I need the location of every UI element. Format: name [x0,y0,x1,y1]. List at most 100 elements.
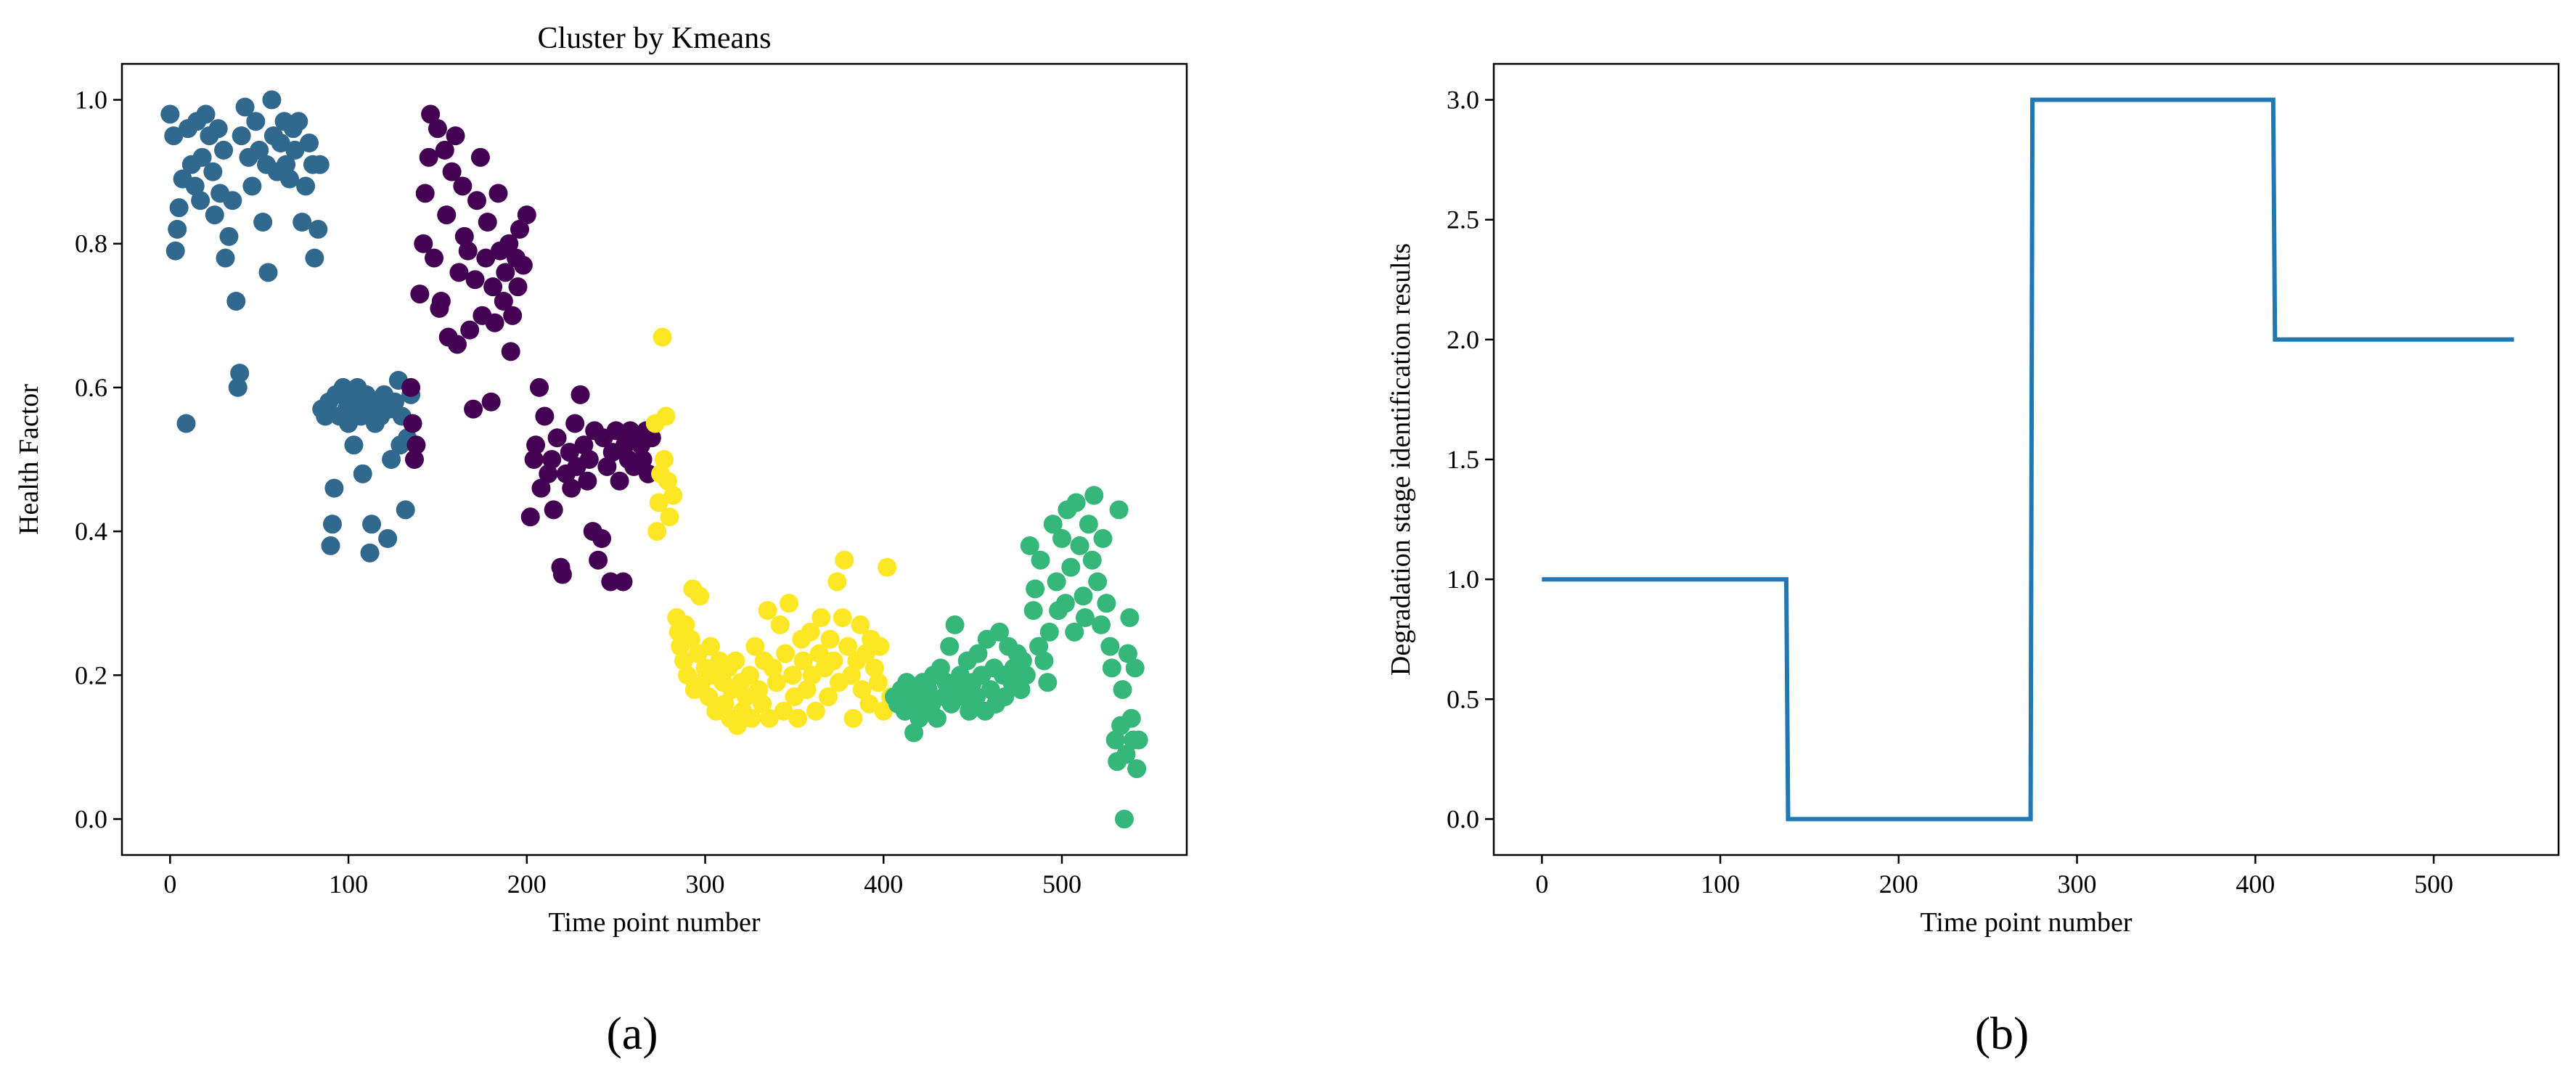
x-tick-label: 200 [507,870,547,899]
scatter-point [453,176,473,196]
x-tick-label: 100 [329,870,368,899]
scatter-point [1061,557,1081,577]
scatter-point [1029,637,1049,656]
scatter-point [742,708,761,728]
scatter-point [192,147,212,167]
scatter-point [446,126,465,146]
scatter-point [246,112,266,131]
scatter-point [560,443,579,462]
scatter-point [488,184,508,203]
scatter-point [308,219,328,239]
scatter-point [547,428,567,448]
scatter-point [1127,759,1147,779]
scatter-point [362,515,382,534]
panel-label-a: (a) [606,1007,658,1059]
scatter-point [827,572,847,592]
scatter-point [465,270,485,290]
scatter-point [788,708,808,728]
scatter-point [300,134,319,152]
scatter-point [342,392,361,412]
scatter-point [242,176,262,196]
scatter-point [1079,515,1098,534]
x-tick-label: 300 [2058,870,2097,899]
scatter-point [385,392,404,412]
panel-label-b: (b) [1975,1007,2029,1059]
scatter-point [653,327,672,347]
scatter-point [310,155,330,174]
scatter-point [960,701,979,721]
scatter-point [219,226,239,246]
scatter-point [160,105,180,124]
scatter-point [838,637,858,656]
scatter-point [574,435,594,455]
scatter-point [232,126,251,146]
scatter-point [780,594,799,613]
scatter-point [579,450,599,469]
scatter-point [1075,608,1095,627]
y-axis-label: Degradation stage identification results [1386,243,1416,676]
scatter-point [989,622,1009,642]
scatter-point [1129,730,1148,750]
scatter-point [1114,809,1134,829]
scatter-point [526,435,546,455]
scatter-point [1031,550,1050,570]
scatter-point [205,205,224,225]
scatter-point [437,205,457,225]
scatter-point [539,464,558,483]
scatter-point [782,666,802,685]
scatter-point [406,435,426,455]
scatter-point [467,191,486,210]
scatter-point [435,140,454,160]
scatter-point [1070,536,1089,555]
scatter-point [797,680,817,700]
scatter-point [517,205,536,225]
scatter-point [745,637,765,656]
scatter-point [904,723,924,742]
x-axis-label: Time point number [548,907,760,938]
panel-b-step-line-chart: 0 100 200 300 400 500 0.0 0.5 1.0 1.5 2.0 2.5 3.0 Tim… [1386,62,2560,938]
scatter-point [647,522,667,541]
scatter-point [458,241,478,261]
scatter-point [481,392,501,412]
y-tick-label: 3.0 [1447,86,1479,115]
scatter-point [1023,601,1043,621]
scatter-point [333,377,353,397]
scatter-point [478,213,497,232]
x-tick-label: 300 [686,870,725,899]
scatter-point [1093,529,1113,548]
scatter-point [253,213,273,232]
scatter-point [674,651,694,671]
scatter-point [542,450,562,469]
scatter-point [1034,651,1054,671]
scatter-point [660,507,679,527]
chart-title: Cluster by Kmeans [538,22,772,55]
scatter-point [843,708,863,728]
scatter-point [1092,615,1111,634]
x-tick-label: 400 [2236,870,2275,899]
scatter-point [321,536,340,555]
scatter-point [503,306,523,325]
scatter-point [726,651,745,671]
scatter-point [524,450,544,469]
scatter-point [305,248,324,268]
x-tick-label: 400 [864,870,903,899]
plot-frame [120,62,1188,856]
scatter-point [945,615,965,634]
scatter-point [196,105,216,124]
scatter-point [454,226,474,246]
scatter-point [1102,658,1121,678]
scatter-point [1026,579,1045,599]
scatter-point [819,687,838,706]
scatter-point [1100,637,1120,656]
scatter-point [868,673,888,692]
scatter-point [597,457,617,476]
scatter-point [931,658,950,678]
scatter-point [508,277,528,297]
scatter-point [235,97,255,117]
y-tick-label: 0.2 [75,660,107,690]
scatter-point [530,377,549,397]
scatter-point [1105,730,1125,750]
scatter-point [763,658,782,678]
scatter-point [842,666,862,685]
scatter-points [160,90,1148,829]
